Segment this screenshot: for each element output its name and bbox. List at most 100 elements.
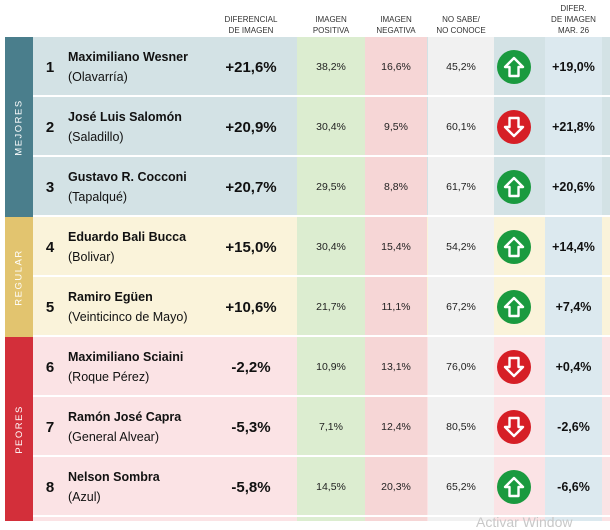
group-label-regular: REGULAR xyxy=(5,217,33,337)
candidate-name: Eduardo Bali Bucca xyxy=(68,230,187,244)
candidate-name: Maximiliano Wesner xyxy=(68,50,188,64)
positiva-value: 7,1% xyxy=(319,421,343,433)
row-divider xyxy=(33,155,610,157)
negativa-value: 20,3% xyxy=(381,481,411,493)
table-row: 3 Gustavo R. Cocconi (Tapalqué) +20,7% 29,5%… xyxy=(0,157,610,217)
candidate-city: (Olavarría) xyxy=(68,70,128,84)
table-row: 1 Maximiliano Wesner (Olavarría) +21,6% 38,2… xyxy=(0,37,610,97)
row-divider xyxy=(33,335,610,337)
header-positiva-line2: POSITIVA xyxy=(312,26,350,35)
nosabe-value: 67,2% xyxy=(446,301,476,313)
negativa-value: 12,4% xyxy=(381,421,411,433)
positiva-value: 30,4% xyxy=(316,121,346,133)
table-row: 8 Nelson Sombra (Azul) -5,8% 14,5% 20,3% 65,2%… xyxy=(0,457,610,517)
negativa-value: 16,6% xyxy=(381,61,411,73)
candidate-city: (Saladillo) xyxy=(68,130,124,144)
arrow-down-icon xyxy=(497,110,531,144)
positiva-value: 10,9% xyxy=(316,361,346,373)
arrow-down-icon xyxy=(497,410,531,444)
table-row: 6 Maximiliano Sciaini (Roque Pérez) -2,2% 10… xyxy=(0,337,610,397)
row-divider xyxy=(33,215,610,217)
group-label-mejores: MEJORES xyxy=(5,37,33,217)
arrow-up-icon xyxy=(497,290,531,324)
header-previo-line2: DE IMAGEN xyxy=(551,15,596,24)
previo-value: +0,4% xyxy=(555,360,592,374)
nosabe-value: 45,2% xyxy=(446,61,476,73)
arrow-up-icon xyxy=(497,470,531,504)
header-nosabe-line1: NO SABE/ xyxy=(442,15,480,24)
candidate-name: José Luis Salomón xyxy=(68,110,182,124)
candidate-city: (Roque Pérez) xyxy=(68,370,150,384)
positiva-value: 21,7% xyxy=(316,301,346,313)
negativa-value: 13,1% xyxy=(381,361,411,373)
header-nosabe-line2: NO CONOCE xyxy=(436,26,486,35)
row-divider xyxy=(33,455,610,457)
nosabe-value: 54,2% xyxy=(446,241,476,253)
header-diferencial-line1: DIFERENCIAL xyxy=(224,15,278,24)
row-divider xyxy=(33,395,610,397)
diferencial-value: +10,6% xyxy=(225,298,277,316)
nosabe-column xyxy=(428,37,494,521)
previo-value: +14,4% xyxy=(552,240,595,254)
negativa-value: 9,5% xyxy=(384,121,408,133)
candidate-name: Nelson Sombra xyxy=(68,470,160,484)
diferencial-value: +20,9% xyxy=(225,118,277,136)
rank-number: 8 xyxy=(45,478,55,496)
header-diferencial: DIFERENCIAL DE IMAGEN xyxy=(214,0,288,36)
nosabe-value: 60,1% xyxy=(446,121,476,133)
arrow-up-icon xyxy=(497,230,531,264)
positiva-value: 38,2% xyxy=(316,61,346,73)
activation-watermark: Activar Window xyxy=(476,514,573,530)
previo-value: +21,8% xyxy=(552,120,595,134)
candidate-city: (General Alvear) xyxy=(68,430,160,444)
nosabe-value: 80,5% xyxy=(446,421,476,433)
row-divider xyxy=(33,515,610,517)
arrow-down-icon xyxy=(497,350,531,384)
header-previo-line1: DIFER. xyxy=(560,4,587,13)
candidate-city: (Bolivar) xyxy=(68,250,115,264)
header-positiva: IMAGEN POSITIVA xyxy=(297,0,365,36)
header-negativa-line2: NEGATIVA xyxy=(376,26,416,35)
negativa-value: 15,4% xyxy=(381,241,411,253)
nosabe-value: 76,0% xyxy=(446,361,476,373)
table-row: 2 José Luis Salomón (Saladillo) +20,9% 30,4%… xyxy=(0,97,610,157)
rank-number: 5 xyxy=(45,298,55,316)
diferencial-value: -2,2% xyxy=(231,358,271,376)
table-row: 7 Ramón José Capra (General Alvear) -5,3% 7,… xyxy=(0,397,610,457)
table-row: 4 Eduardo Bali Bucca (Bolivar) +15,0% 30,4% 1… xyxy=(0,217,610,277)
nosabe-value: 61,7% xyxy=(446,181,476,193)
nosabe-value: 65,2% xyxy=(446,481,476,493)
negativa-value: 11,1% xyxy=(381,301,411,313)
positiva-value: 14,5% xyxy=(316,481,346,493)
previo-value: +19,0% xyxy=(552,60,595,74)
rank-number: 2 xyxy=(45,118,55,136)
positiva-value: 29,5% xyxy=(316,181,346,193)
diferencial-value: +21,6% xyxy=(225,58,277,76)
positiva-column xyxy=(297,37,365,521)
candidate-name: Ramiro Egüen xyxy=(68,290,153,304)
rank-number: 1 xyxy=(45,58,55,76)
previo-column xyxy=(545,37,602,521)
header-positiva-line1: IMAGEN xyxy=(315,15,347,24)
header-nosabe: NO SABE/ NO CONOCE xyxy=(428,0,494,36)
row-divider xyxy=(33,95,610,97)
diferencial-value: +20,7% xyxy=(225,178,277,196)
previo-value: +7,4% xyxy=(555,300,592,314)
candidate-name: Gustavo R. Cocconi xyxy=(68,170,187,184)
rank-number: 4 xyxy=(45,238,55,256)
candidate-name: Maximiliano Sciaini xyxy=(68,350,184,364)
positiva-value: 30,4% xyxy=(316,241,346,253)
candidate-city: (Azul) xyxy=(68,490,101,504)
row-divider xyxy=(33,275,610,277)
header-negativa: IMAGEN NEGATIVA xyxy=(365,0,427,36)
diferencial-value: -5,8% xyxy=(231,478,271,496)
rank-number: 3 xyxy=(45,178,55,196)
diferencial-value: +15,0% xyxy=(225,238,277,256)
rank-number: 6 xyxy=(45,358,55,376)
previo-value: +20,6% xyxy=(552,180,595,194)
arrow-up-icon xyxy=(497,50,531,84)
candidate-name: Ramón José Capra xyxy=(68,410,182,424)
previo-value: -6,6% xyxy=(557,480,590,494)
header-negativa-line1: IMAGEN xyxy=(380,15,412,24)
previo-value: -2,6% xyxy=(557,420,590,434)
